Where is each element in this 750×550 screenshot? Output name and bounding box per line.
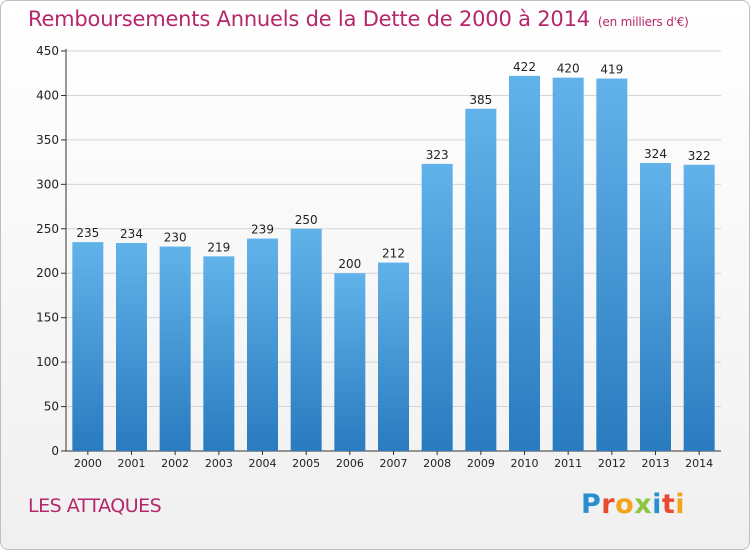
bar (640, 163, 671, 451)
bar-value-label: 239 (251, 223, 274, 237)
chart-title-text: Remboursements Annuels de la Dette de 20… (28, 7, 590, 31)
y-tick-label: 250 (36, 222, 59, 236)
chart-unit: (en milliers d'€) (597, 15, 689, 29)
logo-letter: o (615, 489, 635, 520)
bar (334, 273, 366, 451)
y-tick-label: 200 (36, 266, 59, 280)
y-tick-label: 400 (36, 88, 59, 102)
bar (203, 256, 235, 451)
logo-letter: t (661, 489, 676, 520)
bar (509, 75, 540, 451)
bar (290, 228, 322, 451)
x-tick-label: 2013 (642, 457, 670, 470)
bar-value-label: 212 (382, 247, 405, 261)
bar (247, 238, 278, 451)
x-tick-label: 2006 (336, 457, 364, 470)
bar-value-label: 235 (76, 226, 99, 240)
bar-value-label: 323 (426, 148, 449, 162)
bar-value-label: 422 (513, 60, 536, 74)
x-tick-label: 2009 (467, 457, 495, 470)
bar (72, 242, 104, 451)
x-tick-label: 2004 (249, 457, 277, 470)
x-tick-label: 2011 (554, 457, 582, 470)
logo-letter: P (581, 489, 602, 520)
bar-value-label: 385 (469, 93, 492, 107)
x-tick-label: 2001 (118, 457, 146, 470)
x-tick-label: 2014 (685, 457, 713, 470)
bar (465, 108, 497, 452)
bar (596, 78, 628, 452)
bars (72, 75, 715, 452)
x-tick-label: 2007 (380, 457, 408, 470)
bar (683, 164, 715, 451)
bar-value-label: 324 (644, 147, 667, 161)
x-tick-label: 2002 (161, 457, 189, 470)
bar-value-label: 234 (120, 227, 143, 241)
y-tick-label: 450 (36, 44, 59, 58)
x-tick-label: 2012 (598, 457, 626, 470)
bar (116, 243, 147, 451)
y-tick-label: 50 (44, 400, 59, 414)
y-tick-label: 350 (36, 133, 59, 147)
bar (159, 246, 191, 451)
logo-letter: i (675, 489, 686, 520)
y-tick-label: 0 (51, 444, 59, 458)
logo-letter: x (634, 489, 653, 520)
bar-value-label: 219 (207, 240, 230, 254)
data-labels: 235 234 230 219 239 250 200 212 323 385 422 420 419 3… (76, 60, 710, 271)
logo-letter: r (601, 489, 616, 520)
x-tick-label: 2010 (511, 457, 539, 470)
x-tick-label: 2005 (292, 457, 320, 470)
commune-name: LES ATTAQUES (28, 495, 162, 517)
bar (421, 163, 453, 451)
y-tick-label: 150 (36, 311, 59, 325)
bar-value-label: 200 (338, 257, 361, 271)
bar (552, 77, 584, 452)
bar (378, 262, 409, 451)
bar-value-label: 420 (557, 62, 580, 76)
x-tick-label: 2000 (74, 457, 102, 470)
y-tick-label: 300 (36, 177, 59, 191)
y-tick-label: 100 (36, 355, 59, 369)
bar-value-label: 230 (164, 231, 187, 245)
bar-value-label: 250 (295, 213, 318, 227)
chart-title: Remboursements Annuels de la Dette de 20… (28, 7, 689, 31)
proxiti-logo: Proxiti (581, 489, 685, 520)
x-tick-label: 2003 (205, 457, 233, 470)
logo-letter: i (652, 489, 662, 520)
bar-value-label: 322 (688, 149, 711, 163)
x-tick-label: 2008 (423, 457, 451, 470)
bar-value-label: 419 (600, 63, 623, 77)
